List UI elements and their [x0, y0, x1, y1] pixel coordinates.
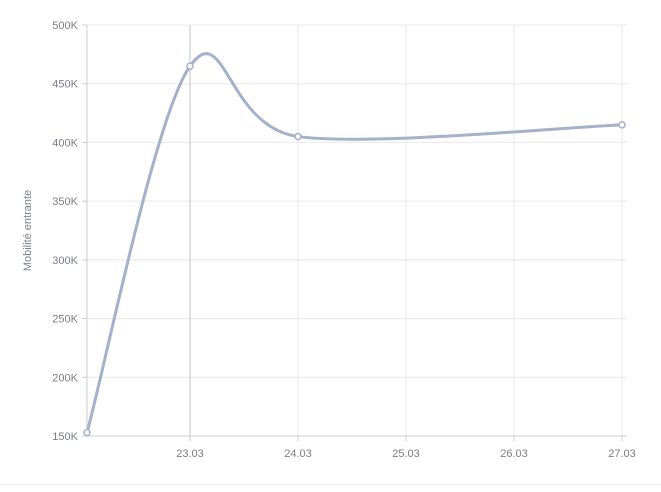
x-tick-label: 26.03 — [500, 448, 528, 460]
data-point — [618, 121, 626, 129]
y-tick-label: 500K — [52, 20, 78, 32]
tick-labels: 150K 200K 250K 300K 350K 400K 450K 500K 23.03 24.… — [52, 20, 635, 460]
y-tick-label: 350K — [52, 196, 78, 208]
y-tick-label: 250K — [52, 314, 78, 326]
series — [83, 52, 626, 437]
y-tick-label: 200K — [52, 372, 78, 384]
y-axis-title: Mobilité entrante — [22, 190, 34, 271]
data-point — [186, 62, 194, 70]
bottom-divider — [0, 484, 661, 485]
y-tick-label: 400K — [52, 137, 78, 149]
series-line — [85, 52, 624, 434]
x-tick-label: 24.03 — [284, 448, 312, 460]
axes — [82, 24, 627, 441]
x-tick-label: 27.03 — [608, 448, 636, 460]
y-tick-label: 450K — [52, 79, 78, 91]
grid — [87, 24, 627, 437]
data-point — [83, 428, 91, 437]
data-point — [294, 132, 302, 141]
x-tick-label: 25.03 — [392, 448, 420, 460]
y-tick-label: 300K — [52, 255, 78, 267]
y-tick-label: 150K — [52, 431, 78, 443]
x-tick-label: 23.03 — [176, 448, 204, 460]
